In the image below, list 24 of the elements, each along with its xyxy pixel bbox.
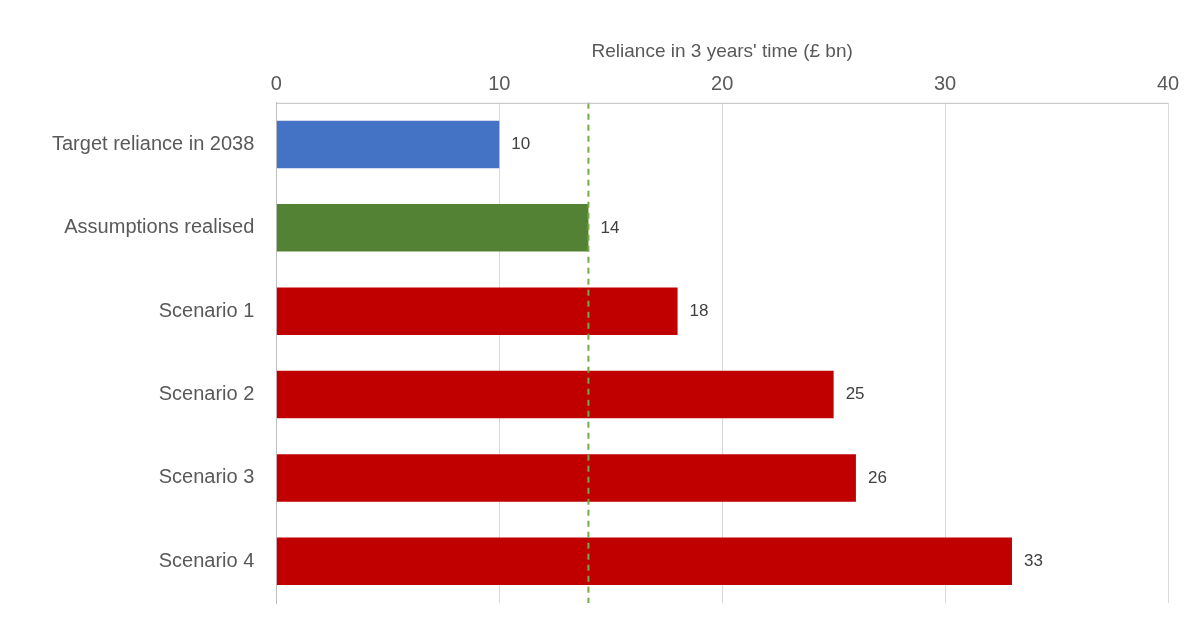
y-tick-label: Target reliance in 2038 xyxy=(51,132,255,154)
y-tick-label: Scenario 3 xyxy=(158,465,255,488)
bar xyxy=(276,120,500,169)
y-tick-label: Assumptions realised xyxy=(64,215,255,238)
x-tick-label: 30 xyxy=(933,72,957,95)
data-label: 33 xyxy=(1023,551,1043,570)
x-tick-label: 10 xyxy=(488,72,511,95)
data-label: 18 xyxy=(689,300,709,320)
data-label: 26 xyxy=(867,467,887,487)
data-label: 10 xyxy=(511,134,531,154)
y-tick-label: Scenario 4 xyxy=(158,548,255,571)
bar xyxy=(276,204,589,252)
x-tick-label: 0 xyxy=(270,72,282,95)
y-tick-label: Scenario 2 xyxy=(158,382,255,405)
data-label: 25 xyxy=(845,384,865,404)
x-tick-label: 20 xyxy=(711,72,734,95)
x-axis-title: Reliance in 3 years' time (£ bn) xyxy=(591,39,853,61)
y-tick-label: Scenario 1 xyxy=(158,298,255,321)
bar xyxy=(276,454,856,502)
x-tick-label: 40 xyxy=(1156,72,1180,95)
bar xyxy=(276,287,678,335)
bar xyxy=(276,537,1012,586)
data-label: 14 xyxy=(600,217,620,237)
bar xyxy=(276,370,834,419)
